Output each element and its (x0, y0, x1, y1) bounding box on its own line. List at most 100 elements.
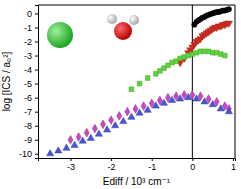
point (125, 107, 130, 116)
point (226, 7, 231, 12)
x-axis-title: Ediff / 10³ cm⁻¹ (103, 176, 171, 187)
point (223, 53, 228, 58)
y-tick: -9 (24, 135, 38, 145)
x-tick-label: 1 (231, 162, 236, 172)
point (109, 116, 114, 125)
point (177, 95, 184, 101)
x-tick-mark (70, 158, 71, 161)
y-tick: -10 (19, 149, 38, 159)
y-tick: -3 (24, 51, 38, 61)
point (63, 144, 70, 150)
reference-line (192, 5, 193, 158)
x-tick: 0 (190, 158, 195, 172)
series-2 (129, 49, 227, 92)
point (76, 133, 81, 142)
x-tick-label: -1 (148, 162, 156, 172)
x-axis-line (39, 159, 236, 162)
point (225, 108, 232, 114)
series-3 (68, 90, 231, 144)
cl-atom (47, 22, 73, 48)
x-tick: -2 (108, 158, 116, 172)
series-4 (47, 94, 233, 156)
point (103, 126, 110, 132)
point (112, 122, 119, 128)
y-tick-mark (35, 56, 38, 57)
o-atom (114, 22, 132, 40)
y-axis-title: log [ICS / a₀²] (1, 51, 12, 111)
y-tick-mark (35, 154, 38, 155)
point (133, 105, 138, 114)
x-tick: -1 (148, 158, 156, 172)
y-axis: -10-9-8-7-6-5-4-3-2-10 (19, 6, 39, 160)
x-tick-mark (192, 158, 193, 161)
y-tick: -2 (24, 37, 38, 47)
point (68, 135, 73, 144)
point (193, 95, 200, 101)
y-tick-mark (35, 70, 38, 71)
molecule-icons (47, 14, 139, 48)
y-tick-mark (35, 112, 38, 113)
frame-right (235, 5, 236, 158)
point (79, 137, 86, 143)
point (201, 98, 208, 104)
point (117, 112, 122, 121)
point (152, 102, 159, 108)
y-tick: -5 (24, 79, 38, 89)
y-tick-mark (35, 13, 38, 14)
frame-top (38, 5, 235, 6)
point (141, 102, 146, 111)
y-tick-label: -4 (24, 65, 32, 75)
y-tick-label: -1 (24, 23, 32, 33)
h-atom (107, 14, 117, 24)
marks (47, 5, 233, 158)
x-axis: -3 -2 -1 0 1 (39, 158, 236, 172)
point (160, 99, 167, 105)
point (136, 109, 143, 115)
y-tick-label: -3 (24, 51, 32, 61)
plot: -3-2-101-10-9-8-7-6-5-4-3-2-10 (19, 5, 236, 172)
y-tick-label: -2 (24, 37, 32, 47)
point (209, 101, 216, 107)
point (87, 134, 94, 140)
point (100, 120, 105, 129)
point (217, 105, 224, 111)
point (129, 87, 134, 92)
y-tick-label: 0 (27, 9, 32, 19)
series-1 (177, 21, 233, 66)
x-tick-label: -2 (108, 162, 116, 172)
y-tick-mark (35, 27, 38, 28)
point (128, 113, 135, 119)
y-tick: -6 (24, 93, 38, 103)
series-0 (192, 7, 232, 28)
y-tick: -8 (24, 121, 38, 131)
y-tick: -4 (24, 65, 38, 75)
y-tick: 0 (27, 9, 38, 19)
y-axis-line (35, 6, 39, 159)
y-tick-label: -8 (24, 121, 32, 131)
chart: -3-2-101-10-9-8-7-6-5-4-3-2-10Ediff / 10… (0, 0, 241, 189)
y-tick-mark (35, 126, 38, 127)
h-atom (129, 15, 139, 25)
y-tick-mark (35, 98, 38, 99)
x-tick-mark (111, 158, 112, 161)
x-tick-mark (152, 158, 153, 161)
y-tick-label: -10 (19, 149, 32, 159)
y-tick-label: -7 (24, 107, 32, 117)
y-tick-label: -5 (24, 79, 32, 89)
y-tick-mark (35, 84, 38, 85)
y-tick-mark (35, 41, 38, 42)
point (55, 147, 62, 153)
y-tick-label: -6 (24, 93, 32, 103)
point (92, 124, 97, 133)
point (225, 21, 232, 27)
point (71, 141, 78, 147)
point (185, 94, 192, 100)
point (137, 81, 142, 86)
x-tick-label: -3 (67, 162, 75, 172)
point (84, 128, 89, 137)
x-tick-label: 0 (190, 162, 195, 172)
x-tick: 1 (231, 158, 236, 172)
point (120, 117, 127, 123)
y-tick-mark (35, 140, 38, 141)
point (47, 150, 54, 156)
